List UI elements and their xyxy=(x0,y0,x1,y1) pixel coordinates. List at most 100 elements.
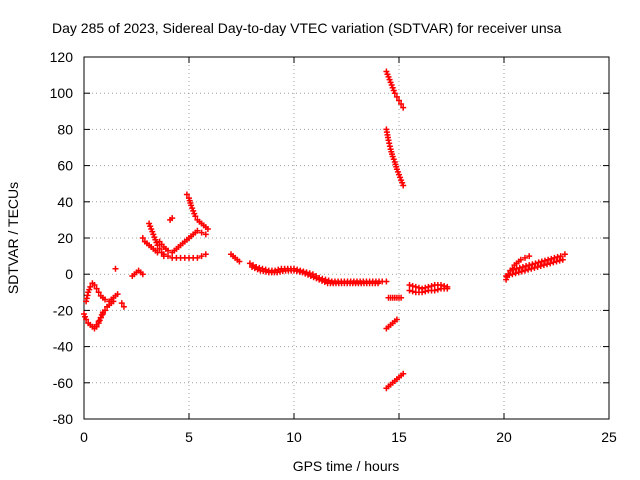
data-point xyxy=(444,283,451,290)
data-point xyxy=(431,287,438,294)
data-point xyxy=(510,266,517,273)
plot-frame xyxy=(83,56,610,420)
data-point xyxy=(409,282,416,289)
data-point xyxy=(198,229,205,236)
data-point xyxy=(183,191,190,198)
y-tick-label: 0 xyxy=(65,266,73,282)
data-point xyxy=(544,261,551,268)
data-point xyxy=(91,282,98,289)
data-point xyxy=(422,284,429,291)
data-point xyxy=(547,260,554,267)
data-point xyxy=(87,283,94,290)
data-point xyxy=(93,321,100,328)
data-point xyxy=(120,303,127,310)
x-tick-label: 0 xyxy=(80,429,88,445)
data-point xyxy=(400,104,407,111)
y-tick-label: 60 xyxy=(57,158,73,174)
data-point xyxy=(139,235,146,241)
data-point xyxy=(102,307,108,314)
data-point xyxy=(556,257,563,264)
data-point xyxy=(557,253,564,260)
data-point xyxy=(415,284,422,291)
data-point xyxy=(519,263,526,270)
y-tick-label: 80 xyxy=(57,121,73,137)
data-point xyxy=(523,263,530,270)
data-point xyxy=(251,265,258,272)
y-tick-label: 120 xyxy=(50,49,74,65)
data-point xyxy=(537,263,544,270)
data-point xyxy=(313,275,320,282)
data-point xyxy=(540,262,547,269)
data-point xyxy=(513,265,520,272)
axis-ticks: 0 5 10 15 20 25 -80 -60 -40 -20 0 20 40 60 80 100 120 xyxy=(50,49,617,445)
data-point xyxy=(428,282,435,289)
data-point xyxy=(202,231,209,238)
data-point xyxy=(419,285,426,292)
data-point xyxy=(531,264,538,271)
data-point xyxy=(110,298,117,305)
y-tick-label: 100 xyxy=(50,85,74,101)
data-point xyxy=(249,263,255,270)
x-axis-label: GPS time / hours xyxy=(293,458,400,474)
data-point xyxy=(554,254,561,261)
data-point xyxy=(391,90,398,97)
y-tick-label: -80 xyxy=(53,411,73,427)
data-point xyxy=(139,271,146,278)
x-tick-label: 5 xyxy=(185,429,193,445)
data-point xyxy=(529,261,536,268)
data-point xyxy=(236,258,243,265)
data-point xyxy=(169,215,176,222)
data-point xyxy=(156,245,163,252)
data-point xyxy=(526,253,533,260)
data-point xyxy=(254,266,261,273)
data-points xyxy=(81,68,568,392)
data-point xyxy=(375,280,381,287)
data-point xyxy=(522,254,528,261)
y-axis-label: SDTVAR / TECUs xyxy=(5,182,21,294)
data-point xyxy=(412,283,419,290)
data-point xyxy=(541,257,548,264)
data-point xyxy=(305,271,311,278)
data-point xyxy=(102,296,108,303)
data-point xyxy=(307,273,314,280)
data-point xyxy=(95,289,102,296)
data-point xyxy=(548,255,555,262)
data-point xyxy=(99,311,106,318)
data-point xyxy=(198,253,205,260)
x-tick-label: 25 xyxy=(601,429,617,445)
data-point xyxy=(528,265,535,272)
data-point xyxy=(95,318,102,325)
data-point xyxy=(97,314,104,321)
data-point xyxy=(406,282,413,289)
data-point xyxy=(194,227,201,234)
data-point xyxy=(299,269,306,276)
data-point xyxy=(204,225,211,232)
chart-title: Day 285 of 2023, Sidereal Day-to-day VTE… xyxy=(52,20,562,36)
data-point xyxy=(393,93,400,100)
data-point xyxy=(438,282,444,289)
data-point xyxy=(321,279,328,286)
data-point xyxy=(525,266,532,273)
data-point xyxy=(192,213,199,220)
data-point xyxy=(551,254,558,261)
x-tick-label: 20 xyxy=(496,429,512,445)
data-point xyxy=(553,258,560,265)
y-tick-label: -40 xyxy=(53,339,73,355)
data-point xyxy=(509,271,516,278)
data-point xyxy=(441,282,448,289)
data-point xyxy=(409,288,416,295)
x-tick-label: 10 xyxy=(286,429,302,445)
data-point xyxy=(516,264,523,271)
data-point xyxy=(559,256,566,263)
data-point xyxy=(83,316,90,323)
data-point xyxy=(154,242,161,249)
data-point xyxy=(506,272,513,279)
y-tick-label: 20 xyxy=(57,230,73,246)
x-tick-label: 15 xyxy=(391,429,407,445)
data-point xyxy=(398,294,405,301)
data-point xyxy=(112,265,119,272)
data-point xyxy=(396,97,402,104)
data-point xyxy=(310,274,317,281)
data-point xyxy=(194,254,201,261)
